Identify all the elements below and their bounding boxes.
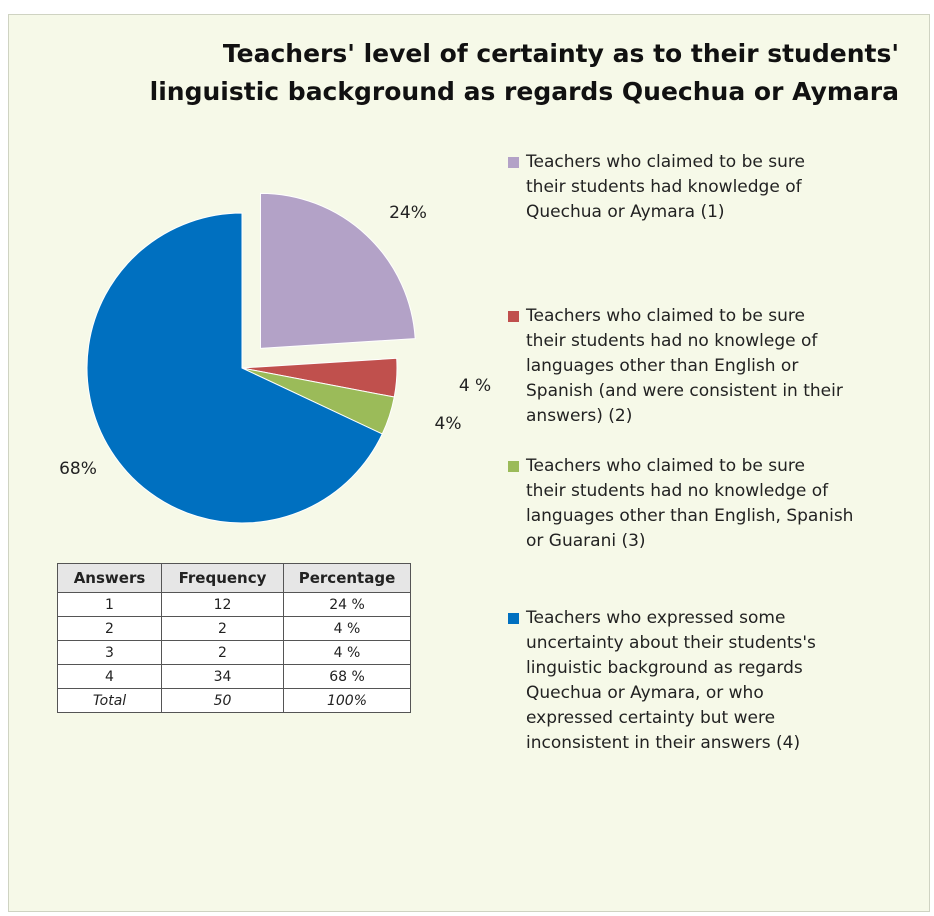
table-row: 2 2 4 % (57, 616, 411, 641)
legend-line: their students had no knowledge of (526, 481, 829, 501)
pie-slice-label-1: 24% (389, 203, 427, 223)
legend-line: their students had knowledge of (526, 177, 802, 197)
table-header: Answers (57, 563, 162, 593)
pie-slice-label-3: 4% (435, 414, 462, 434)
legend-text-1: Teachers who claimed to be sure their st… (526, 150, 886, 225)
table-header: Percentage (283, 563, 411, 593)
table-row: 1 12 24 % (57, 592, 411, 617)
legend-swatch-2 (508, 311, 519, 322)
legend-line: inconsistent in their answers (4) (526, 733, 801, 753)
legend-line: languages other than English or (526, 356, 799, 376)
legend-swatch-3 (508, 461, 519, 472)
table-cell: 1 (57, 592, 162, 617)
chart-title: Teachers' level of certainty as to their… (149, 35, 899, 111)
table-cell: 4 % (283, 616, 411, 641)
table-cell: 4 % (283, 640, 411, 665)
chart-title-line-2: linguistic background as regards Quechua… (149, 77, 899, 106)
table-total-row: Total 50 100% (57, 688, 411, 713)
legend-swatch-4 (508, 613, 519, 624)
legend-line: or Guarani (3) (526, 531, 646, 551)
legend-line: their students had no knowlege of (526, 331, 818, 351)
pie-slice-1 (259, 192, 416, 349)
legend-item-4: Teachers who expressed some uncertainty … (506, 606, 886, 756)
legend-line: Teachers who claimed to be sure (526, 152, 805, 172)
pie-slice-label-4: 68% (59, 459, 97, 479)
legend-line: uncertainty about their students's (526, 633, 816, 653)
legend-item-1: Teachers who claimed to be sure their st… (506, 150, 886, 225)
table-cell: 24 % (283, 592, 411, 617)
table-cell: 12 (161, 592, 284, 617)
table-row: 3 2 4 % (57, 640, 411, 665)
legend-text-2: Teachers who claimed to be sure their st… (526, 304, 886, 429)
legend-item-2: Teachers who claimed to be sure their st… (506, 304, 886, 429)
legend-line: languages other than English, Spanish (526, 506, 854, 526)
table-header-row: Answers Frequency Percentage (57, 563, 411, 593)
legend-line: Teachers who claimed to be sure (526, 306, 805, 326)
pie-slice-4 (86, 212, 383, 524)
legend-item-3: Teachers who claimed to be sure their st… (506, 454, 886, 554)
legend-line: Quechua or Aymara, or who (526, 683, 764, 703)
table-cell: 2 (57, 616, 162, 641)
legend-line: answers) (2) (526, 406, 633, 426)
table-cell: 2 (161, 616, 284, 641)
legend-line: Spanish (and were consistent in their (526, 381, 843, 401)
table-cell: 100% (283, 688, 411, 713)
chart-title-line-1: Teachers' level of certainty as to their… (222, 39, 899, 68)
legend-line: linguistic background as regards (526, 658, 803, 678)
table-cell: 68 % (283, 664, 411, 689)
table-cell: Total (57, 688, 162, 713)
table-cell: 50 (161, 688, 284, 713)
legend-text-4: Teachers who expressed some uncertainty … (526, 606, 886, 756)
table-row: 4 34 68 % (57, 664, 411, 689)
pie-slice-label-2: 4 % (459, 376, 491, 396)
legend-line: expressed certainty but were (526, 708, 776, 728)
frequency-table: Answers Frequency Percentage 1 12 24 % 2… (57, 563, 411, 713)
legend-line: Quechua or Aymara (1) (526, 202, 725, 222)
legend-line: Teachers who claimed to be sure (526, 456, 805, 476)
legend-swatch-1 (508, 157, 519, 168)
table-cell: 34 (161, 664, 284, 689)
table-cell: 4 (57, 664, 162, 689)
table-header: Frequency (161, 563, 284, 593)
table-cell: 3 (57, 640, 162, 665)
table-cell: 2 (161, 640, 284, 665)
legend-text-3: Teachers who claimed to be sure their st… (526, 454, 886, 554)
legend-line: Teachers who expressed some (526, 608, 786, 628)
